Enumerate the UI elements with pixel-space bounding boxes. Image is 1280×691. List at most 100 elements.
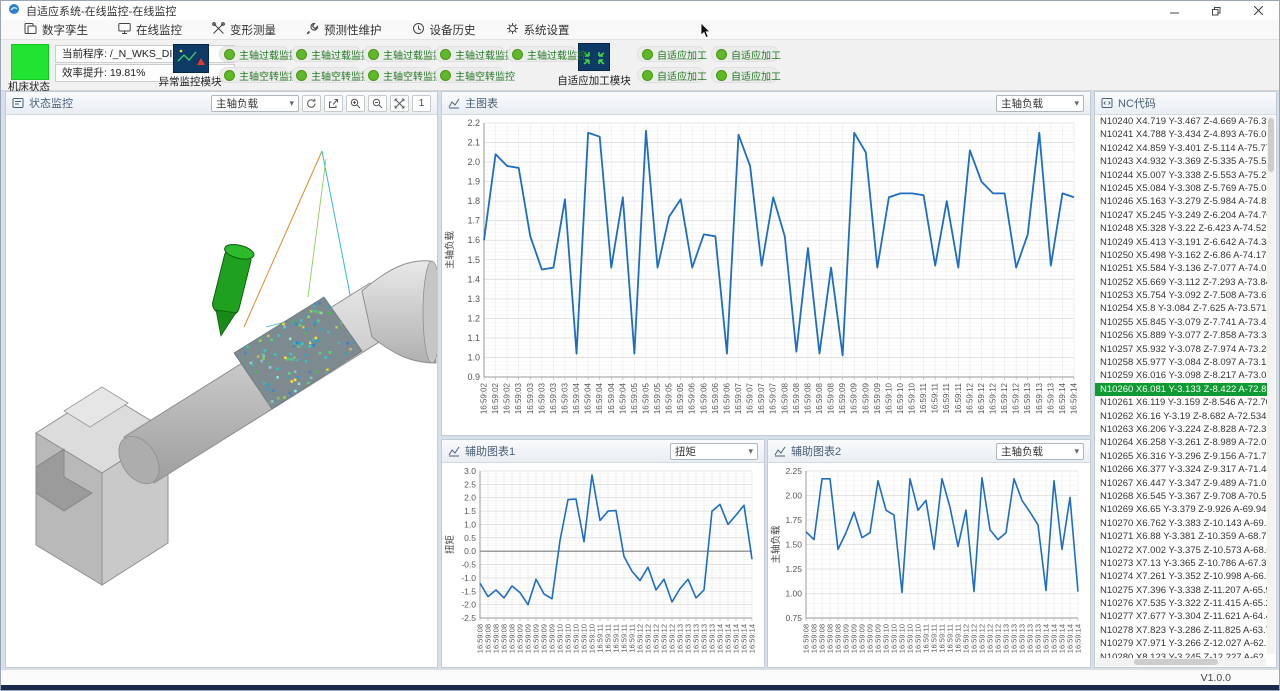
minimize-button[interactable] bbox=[1153, 1, 1195, 20]
nc-code-title: NC代码 bbox=[1118, 95, 1156, 111]
app-window: 自适应系统-在线监控-在线监控 数字孪生在线监控变形测量预测性维护设备历史系统设… bbox=[0, 0, 1280, 691]
nc-line[interactable]: N10270 X6.762 Y-3.383 Z-10.143 A-69.34 bbox=[1095, 517, 1267, 530]
nc-code-panel: NC代码 N10240 X4.719 Y-3.467 Z-4.669 A-76.… bbox=[1094, 91, 1277, 668]
nc-line[interactable]: N10247 X5.245 Y-3.249 Z-6.204 A-74.701 bbox=[1095, 209, 1267, 222]
svg-text:16:59:02: 16:59:02 bbox=[491, 382, 500, 414]
nc-line[interactable]: N10254 X5.8 Y-3.084 Z-7.625 A-73.571 C bbox=[1095, 302, 1267, 315]
chevron-down-icon: ▾ bbox=[748, 446, 753, 457]
nc-line[interactable]: N10276 X7.535 Y-3.322 Z-11.415 A-65.22 bbox=[1095, 597, 1267, 610]
nc-line[interactable]: N10259 X6.016 Y-3.098 Z-8.217 A-73.036 bbox=[1095, 369, 1267, 382]
svg-text:16:59:08: 16:59:08 bbox=[827, 382, 836, 414]
nc-line[interactable]: N10265 X6.316 Y-3.296 Z-9.156 A-71.771 bbox=[1095, 450, 1267, 463]
nc-line[interactable]: N10271 X6.88 Y-3.381 Z-10.359 A-68.711 bbox=[1095, 530, 1267, 543]
nc-line[interactable]: N10261 X6.119 Y-3.159 Z-8.546 A-72.701 bbox=[1095, 396, 1267, 409]
status-green-dot bbox=[716, 49, 727, 60]
spindle-idle-monitor-button-3[interactable]: 主轴空转监控 bbox=[363, 67, 433, 83]
nc-line[interactable]: N10249 X5.413 Y-3.191 Z-6.642 A-74.346 bbox=[1095, 236, 1267, 249]
abnormal-monitor-module-label: 异常监控模块 bbox=[157, 74, 223, 89]
nc-line[interactable]: N10258 X5.977 Y-3.084 Z-8.097 A-73.138 bbox=[1095, 356, 1267, 369]
nc-line[interactable]: N10266 X6.377 Y-3.324 Z-9.317 A-71.443 bbox=[1095, 463, 1267, 476]
zoom-level-value[interactable]: 1 bbox=[412, 95, 431, 112]
menu-item-device-history[interactable]: 设备历史 bbox=[397, 20, 491, 39]
nc-line[interactable]: N10262 X6.16 Y-3.19 Z-8.682 A-72.534 C bbox=[1095, 410, 1267, 423]
abnormal-monitor-module-icon[interactable] bbox=[173, 44, 209, 73]
adaptive-machining-button-top-2[interactable]: 自适应加工 bbox=[711, 46, 779, 62]
svg-text:16:59:10: 16:59:10 bbox=[896, 382, 905, 414]
spindle-overload-monitor-button-5[interactable]: 主轴过载监控 bbox=[507, 46, 577, 62]
nc-line[interactable]: N10240 X4.719 Y-3.467 Z-4.669 A-76.396 bbox=[1095, 115, 1267, 128]
menu-item-system-settings[interactable]: 系统设置 bbox=[491, 20, 585, 39]
nc-line[interactable]: N10244 X5.007 Y-3.338 Z-5.553 A-75.297 bbox=[1095, 169, 1267, 182]
nc-line[interactable]: N10275 X7.396 Y-3.338 Z-11.207 A-65.95 bbox=[1095, 584, 1267, 597]
spindle-idle-monitor-button-4[interactable]: 主轴空转监控 bbox=[435, 67, 505, 83]
nc-line[interactable]: N10279 X7.971 Y-3.266 Z-12.027 A-62.98 bbox=[1095, 637, 1267, 650]
nc-line[interactable]: N10246 X5.163 Y-3.279 Z-5.984 A-74.892 bbox=[1095, 195, 1267, 208]
svg-text:2.0: 2.0 bbox=[467, 157, 480, 167]
nc-line[interactable]: N10243 X4.932 Y-3.369 Z-5.335 A-75.523 bbox=[1095, 155, 1267, 168]
export-view-button[interactable] bbox=[324, 95, 343, 112]
svg-text:16:59:02: 16:59:02 bbox=[503, 382, 512, 414]
svg-text:16:59:08: 16:59:08 bbox=[815, 382, 824, 414]
nc-line[interactable]: N10272 X7.002 Y-3.375 Z-10.573 A-68.05 bbox=[1095, 544, 1267, 557]
status-monitor-icon bbox=[12, 97, 24, 109]
nc-line-current[interactable]: N10260 X6.081 Y-3.133 Z-8.422 A-72.835 bbox=[1095, 383, 1267, 396]
nc-line[interactable]: N10269 X6.65 Y-3.379 Z-9.926 A-69.947 C bbox=[1095, 503, 1267, 516]
nc-line[interactable]: N10268 X6.545 Y-3.367 Z-9.708 A-70.519 bbox=[1095, 490, 1267, 503]
svg-text:1.7: 1.7 bbox=[467, 216, 480, 226]
svg-text:2.25: 2.25 bbox=[785, 466, 802, 476]
spindle-overload-monitor-button-4[interactable]: 主轴过载监控 bbox=[435, 46, 505, 62]
svg-text:16:59:14: 16:59:14 bbox=[1058, 382, 1067, 414]
aux-chart1-signal-dropdown[interactable]: 扭矩▾ bbox=[670, 443, 758, 460]
svg-text:2.0: 2.0 bbox=[464, 493, 476, 503]
svg-text:主轴负载: 主轴负载 bbox=[444, 231, 456, 270]
nc-line[interactable]: N10280 X8.123 Y-3.245 Z-12.227 A-62.23 bbox=[1095, 651, 1267, 658]
svg-text:16:59:06: 16:59:06 bbox=[722, 382, 731, 414]
nc-line[interactable]: N10253 X5.754 Y-3.092 Z-7.508 A-73.677 bbox=[1095, 289, 1267, 302]
menu-item-online-monitor[interactable]: 在线监控 bbox=[103, 20, 197, 39]
nc-line[interactable]: N10242 X4.859 Y-3.401 Z-5.114 A-75.775 bbox=[1095, 142, 1267, 155]
nc-line[interactable]: N10245 X5.084 Y-3.308 Z-5.769 A-75.088 bbox=[1095, 182, 1267, 195]
nc-line[interactable]: N10241 X4.788 Y-3.434 Z-4.893 A-76.062 bbox=[1095, 128, 1267, 141]
svg-text:0.0: 0.0 bbox=[464, 546, 476, 556]
zoom-in-button[interactable] bbox=[346, 95, 365, 112]
nc-vertical-scrollbar[interactable] bbox=[1267, 116, 1275, 654]
spindle-overload-monitor-button-2[interactable]: 主轴过载监控 bbox=[291, 46, 361, 62]
nc-line[interactable]: N10251 X5.584 Y-3.136 Z-7.077 A-74.012 bbox=[1095, 262, 1267, 275]
adaptive-machining-button-bottom-2[interactable]: 自适应加工 bbox=[711, 67, 779, 83]
nc-line[interactable]: N10273 X7.13 Y-3.365 Z-10.786 A-67.372 bbox=[1095, 557, 1267, 570]
zoom-out-button[interactable] bbox=[368, 95, 387, 112]
close-button[interactable] bbox=[1237, 1, 1279, 20]
nc-line[interactable]: N10264 X6.258 Y-3.261 Z-8.989 A-72.072 bbox=[1095, 436, 1267, 449]
svg-text:主轴负载: 主轴负载 bbox=[770, 525, 782, 564]
maximize-button[interactable] bbox=[1195, 1, 1237, 20]
nc-line[interactable]: N10267 X6.447 Y-3.347 Z-9.489 A-71.055 bbox=[1095, 477, 1267, 490]
nc-line[interactable]: N10250 X5.498 Y-3.162 Z-6.86 A-74.178 C bbox=[1095, 249, 1267, 262]
nc-line[interactable]: N10256 X5.889 Y-3.077 Z-7.858 A-73.348 bbox=[1095, 329, 1267, 342]
adaptive-machining-button-top-1[interactable]: 自适应加工 bbox=[637, 46, 705, 62]
nc-line[interactable]: N10252 X5.669 Y-3.112 Z-7.293 A-73.844 bbox=[1095, 276, 1267, 289]
nc-line[interactable]: N10257 X5.932 Y-3.078 Z-7.974 A-73.243 bbox=[1095, 343, 1267, 356]
spindle-idle-monitor-button-2[interactable]: 主轴空转监控 bbox=[291, 67, 361, 83]
main-chart-canvas: 0.91.01.11.21.31.41.51.61.71.81.92.02.12… bbox=[442, 115, 1088, 433]
status-monitor-signal-dropdown[interactable]: 主轴负载▾ bbox=[211, 95, 299, 112]
nc-line[interactable]: N10248 X5.328 Y-3.22 Z-6.423 A-74.52 C bbox=[1095, 222, 1267, 235]
fit-view-button[interactable] bbox=[390, 95, 409, 112]
spindle-overload-monitor-button-1[interactable]: 主轴过载监控 bbox=[219, 46, 289, 62]
aux-chart2-signal-dropdown[interactable]: 主轴负载▾ bbox=[996, 443, 1084, 460]
menu-item-predictive-maintenance[interactable]: 预测性维护 bbox=[291, 20, 397, 39]
menu-item-digital-twin[interactable]: 数字孪生 bbox=[9, 20, 103, 39]
nc-line[interactable]: N10255 X5.845 Y-3.079 Z-7.741 A-73.458 bbox=[1095, 316, 1267, 329]
nc-line[interactable]: N10263 X6.206 Y-3.224 Z-8.828 A-72.33 C bbox=[1095, 423, 1267, 436]
machine-part-3d-view[interactable] bbox=[6, 115, 437, 667]
menu-item-deform-measure[interactable]: 变形测量 bbox=[197, 20, 291, 39]
nc-line[interactable]: N10277 X7.677 Y-3.304 Z-11.621 A-64.48 bbox=[1095, 610, 1267, 623]
spindle-idle-monitor-button-1[interactable]: 主轴空转监控 bbox=[219, 67, 289, 83]
spindle-overload-monitor-button-3[interactable]: 主轴过载监控 bbox=[363, 46, 433, 62]
nc-line[interactable]: N10278 X7.823 Y-3.286 Z-11.825 A-63.73 bbox=[1095, 624, 1267, 637]
predictive-maintenance-icon bbox=[306, 22, 319, 38]
main-chart-signal-dropdown[interactable]: 主轴负载▾ bbox=[996, 95, 1084, 112]
reset-view-button[interactable] bbox=[302, 95, 321, 112]
nc-horizontal-scrollbar[interactable] bbox=[1096, 658, 1266, 666]
adaptive-machining-button-bottom-1[interactable]: 自适应加工 bbox=[637, 67, 705, 83]
nc-line[interactable]: N10274 X7.261 Y-3.352 Z-10.998 A-66.67 bbox=[1095, 570, 1267, 583]
